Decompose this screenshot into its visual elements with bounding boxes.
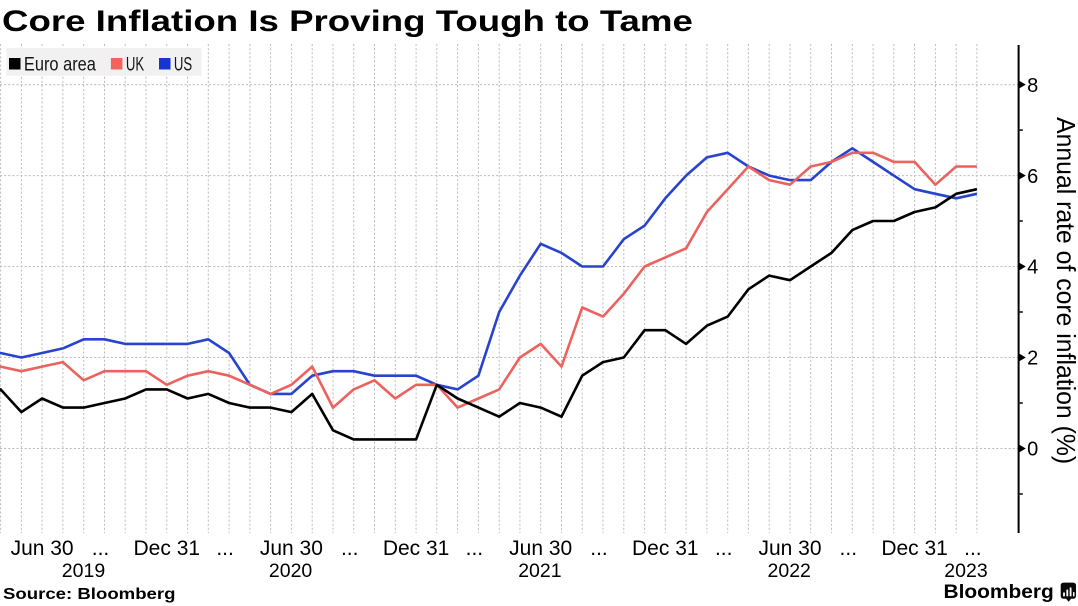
svg-text:6: 6 — [1027, 166, 1038, 188]
svg-text:4: 4 — [1027, 257, 1038, 279]
svg-text:2: 2 — [1027, 348, 1038, 370]
svg-text:2022: 2022 — [768, 560, 811, 582]
svg-text:8: 8 — [1027, 75, 1038, 97]
svg-text:Dec 31: Dec 31 — [632, 537, 699, 560]
svg-text:...: ... — [590, 537, 608, 560]
svg-text:2023: 2023 — [944, 560, 987, 582]
svg-text:...: ... — [964, 537, 982, 560]
svg-text:Dec 31: Dec 31 — [134, 537, 201, 560]
svg-text:...: ... — [92, 537, 110, 560]
svg-text:0: 0 — [1027, 439, 1038, 461]
svg-text:...: ... — [715, 537, 733, 560]
svg-text:Dec 31: Dec 31 — [881, 537, 948, 560]
svg-text:...: ... — [840, 537, 858, 560]
svg-text:Euro area: Euro area — [24, 55, 96, 76]
svg-text:2021: 2021 — [518, 560, 561, 582]
svg-text:2020: 2020 — [269, 560, 313, 582]
svg-text:Source: Bloomberg: Source: Bloomberg — [3, 585, 175, 602]
svg-text:Dec 31: Dec 31 — [383, 537, 450, 560]
svg-text:Jun 30: Jun 30 — [260, 537, 323, 560]
svg-text:UK: UK — [126, 55, 145, 76]
svg-text:2019: 2019 — [62, 560, 105, 582]
svg-text:Bloomberg: Bloomberg — [944, 582, 1054, 603]
svg-text:Jun 30: Jun 30 — [758, 537, 821, 560]
svg-text:...: ... — [466, 537, 484, 560]
svg-text:...: ... — [216, 537, 234, 560]
svg-text:Annual rate of core inflation: Annual rate of core inflation (%) — [1051, 117, 1078, 464]
svg-text:...: ... — [341, 537, 359, 560]
svg-text:Core Inflation Is Proving Toug: Core Inflation Is Proving Tough to Tame — [2, 5, 693, 38]
svg-text:Jun 30: Jun 30 — [11, 537, 74, 560]
svg-text:US: US — [174, 55, 192, 76]
svg-text:Jun 30: Jun 30 — [509, 537, 572, 560]
